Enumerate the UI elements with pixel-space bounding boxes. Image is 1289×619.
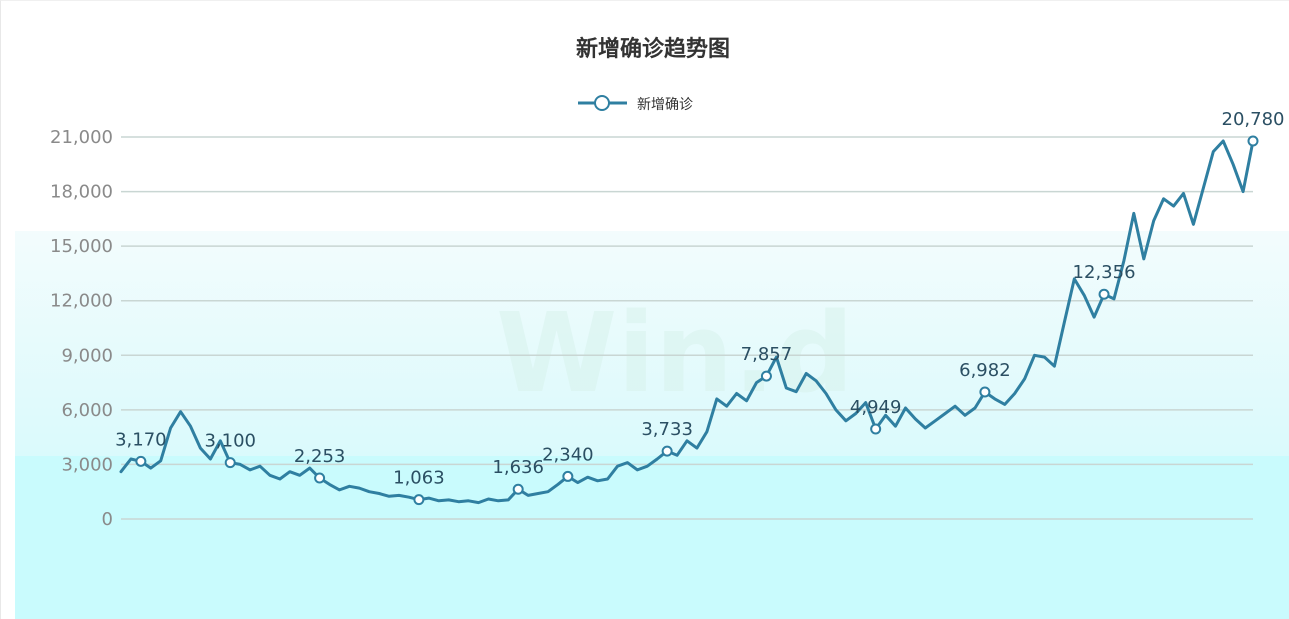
legend-marker-icon (594, 95, 610, 111)
data-point (979, 386, 991, 398)
y-axis: 0 3,000 6,000 9,000 12,000 15,000 18,000 21,000 (50, 127, 113, 530)
y-tick-label: 0 (102, 509, 113, 530)
y-tick-label: 12,000 (50, 291, 113, 312)
data-point (224, 457, 236, 469)
grid (121, 136, 1253, 520)
data-point (870, 423, 882, 435)
y-tick-label: 9,000 (61, 345, 113, 366)
legend-label: 新增确诊 (637, 97, 693, 113)
data-point (314, 472, 326, 484)
data-point (661, 445, 673, 457)
watermark-text: Win.d (496, 289, 854, 417)
y-tick-label: 18,000 (50, 182, 113, 203)
series (119, 135, 1259, 506)
data-label: 2,253 (294, 446, 346, 467)
data-point (1098, 288, 1110, 300)
data-label: 1,636 (492, 457, 544, 478)
y-tick-label: 15,000 (50, 236, 113, 257)
data-point (135, 455, 147, 467)
data-label: 3,733 (641, 419, 693, 440)
data-label: 1,063 (393, 468, 445, 489)
data-point (512, 483, 524, 495)
y-tick-label: 6,000 (61, 400, 113, 421)
data-point (413, 494, 425, 506)
data-label: 20,780 (1222, 109, 1285, 130)
data-label: 4,949 (850, 397, 902, 418)
series-line (119, 139, 1255, 505)
data-label: 2,340 (542, 444, 594, 465)
y-tick-label: 3,000 (61, 454, 113, 475)
data-point (1247, 135, 1259, 147)
data-label: 3,170 (115, 429, 167, 450)
chart-title: 新增确诊趋势图 (576, 36, 730, 62)
data-label: 12,356 (1073, 262, 1136, 283)
data-label: 3,100 (204, 431, 256, 452)
plot-background-band-lower (15, 456, 1289, 619)
data-point (562, 470, 574, 482)
y-tick-label: 21,000 (50, 127, 113, 148)
data-label: 6,982 (959, 360, 1011, 381)
data-point (760, 370, 772, 382)
data-label: 7,857 (741, 344, 793, 365)
legend[interactable]: 新增确诊 (578, 95, 693, 113)
